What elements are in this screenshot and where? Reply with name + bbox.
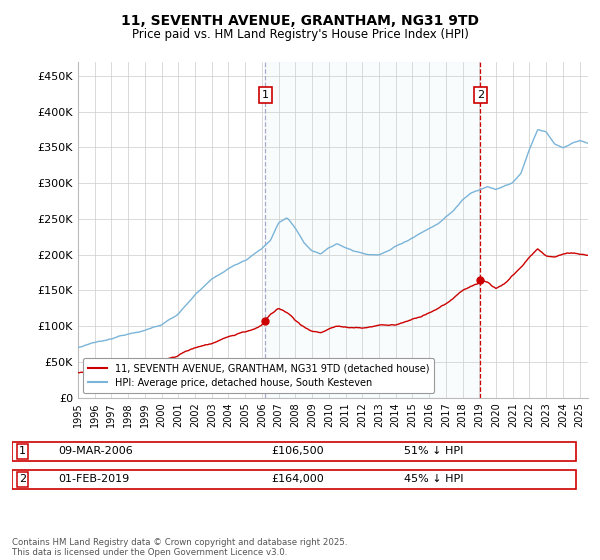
Text: 01-FEB-2019: 01-FEB-2019 (58, 474, 130, 484)
Text: 2: 2 (19, 474, 26, 484)
Text: Contains HM Land Registry data © Crown copyright and database right 2025.
This d: Contains HM Land Registry data © Crown c… (12, 538, 347, 557)
Text: 45% ↓ HPI: 45% ↓ HPI (404, 474, 463, 484)
Text: 2: 2 (477, 90, 484, 100)
Legend: 11, SEVENTH AVENUE, GRANTHAM, NG31 9TD (detached house), HPI: Average price, det: 11, SEVENTH AVENUE, GRANTHAM, NG31 9TD (… (83, 358, 434, 393)
Text: 1: 1 (262, 90, 269, 100)
Text: £164,000: £164,000 (271, 474, 324, 484)
Text: 11, SEVENTH AVENUE, GRANTHAM, NG31 9TD: 11, SEVENTH AVENUE, GRANTHAM, NG31 9TD (121, 14, 479, 28)
Text: £106,500: £106,500 (271, 446, 324, 456)
Text: Price paid vs. HM Land Registry's House Price Index (HPI): Price paid vs. HM Land Registry's House … (131, 28, 469, 41)
Bar (265, 62, 481, 398)
Text: 1: 1 (19, 446, 26, 456)
Text: 09-MAR-2006: 09-MAR-2006 (58, 446, 133, 456)
FancyBboxPatch shape (12, 442, 577, 461)
FancyBboxPatch shape (12, 470, 577, 489)
Text: 51% ↓ HPI: 51% ↓ HPI (404, 446, 463, 456)
